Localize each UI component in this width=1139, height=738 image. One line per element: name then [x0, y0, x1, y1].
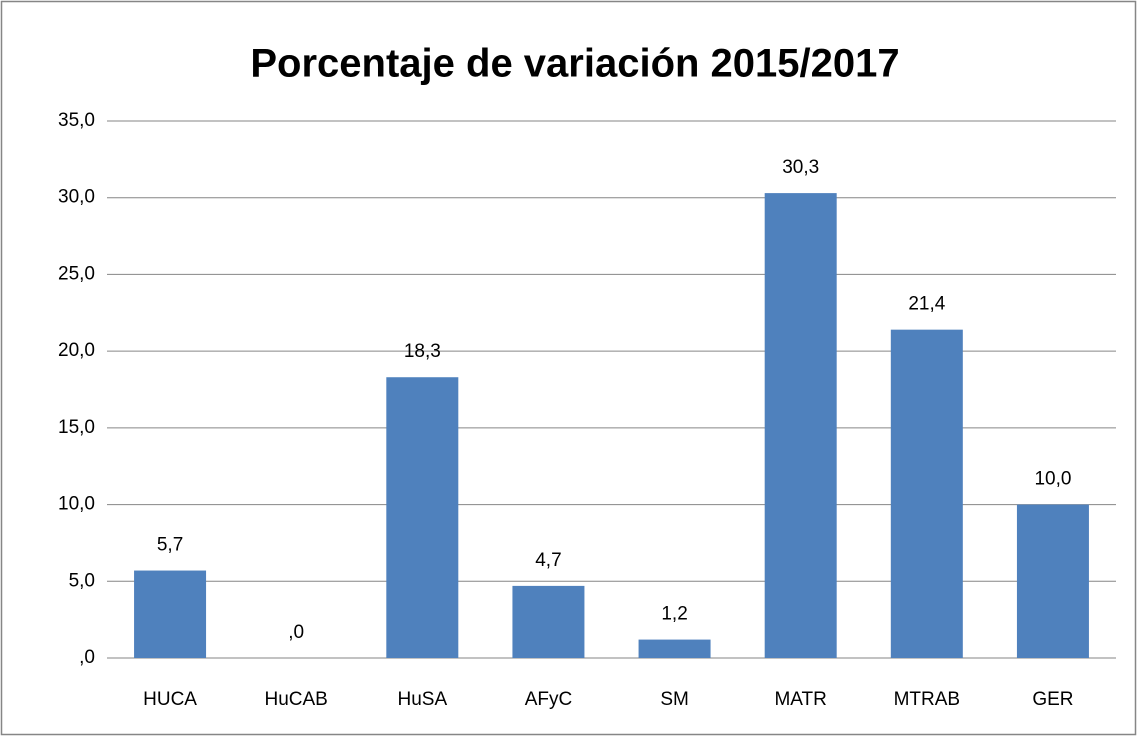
y-tick-label: 30,0: [58, 187, 95, 208]
chart-title: Porcentaje de variación 2015/2017: [250, 42, 899, 86]
x-tick-label: HUCA: [143, 689, 197, 710]
value-label: 4,7: [535, 550, 561, 571]
value-label: ,0: [288, 622, 304, 643]
x-tick-label: MTRAB: [894, 689, 961, 710]
y-tick-label: 35,0: [58, 110, 95, 131]
x-tick-label: HuCAB: [265, 689, 328, 710]
bar: [890, 329, 963, 658]
bar: [386, 377, 459, 658]
y-tick-label: 15,0: [58, 417, 95, 438]
value-label: 18,3: [404, 341, 441, 362]
value-label: 10,0: [1034, 469, 1071, 490]
x-tick-label: MATR: [774, 689, 826, 710]
value-label: 1,2: [661, 604, 687, 625]
bar: [134, 570, 207, 658]
x-tick-label: HuSA: [397, 689, 447, 710]
x-tick-label: AFyC: [525, 689, 573, 710]
x-tick-label: GER: [1032, 689, 1073, 710]
bar: [638, 639, 711, 658]
y-tick-label: 5,0: [69, 570, 95, 591]
x-tick-label: SM: [660, 689, 689, 710]
y-tick-label: 20,0: [58, 340, 95, 361]
bar: [512, 585, 585, 658]
y-tick-label: 25,0: [58, 263, 95, 284]
value-label: 5,7: [157, 535, 183, 556]
bar: [764, 193, 837, 658]
value-label: 21,4: [908, 294, 945, 315]
y-tick-label: ,0: [79, 647, 95, 668]
y-tick-label: 10,0: [58, 494, 95, 515]
value-label: 30,3: [782, 157, 819, 178]
bar: [1016, 504, 1089, 658]
